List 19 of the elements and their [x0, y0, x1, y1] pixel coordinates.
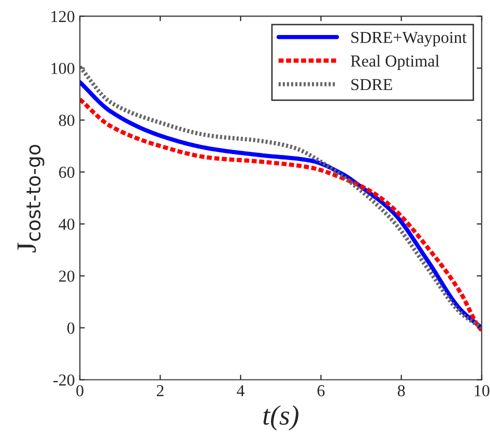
- y-tick-label: 80: [58, 114, 74, 126]
- y-tick-label: 20: [59, 270, 74, 282]
- y-tick-label: 60: [59, 166, 74, 178]
- y-tick-label: 40: [58, 218, 74, 230]
- y-tick-label: 0: [67, 322, 74, 334]
- x-tick-label: 10: [474, 385, 490, 396]
- legend-label: SDRE+Waypoint: [351, 32, 467, 46]
- y-tick-label: 100: [51, 62, 74, 74]
- x-axis-title: t(s): [263, 405, 298, 430]
- x-tick-label: 4: [236, 385, 244, 396]
- x-tick-label: 2: [156, 385, 164, 396]
- legend-label: Real Optimal: [350, 54, 440, 70]
- y-tick-label: -20: [53, 374, 74, 386]
- x-tick-label: 6: [318, 385, 325, 396]
- x-tick-label: 0: [76, 385, 84, 396]
- x-tick-label: 8: [398, 385, 405, 396]
- legend-label: SDRE: [351, 78, 392, 90]
- y-tick-label: 120: [51, 10, 74, 22]
- y-axis-title: J$_{cost-to-go}$: [18, 144, 44, 252]
